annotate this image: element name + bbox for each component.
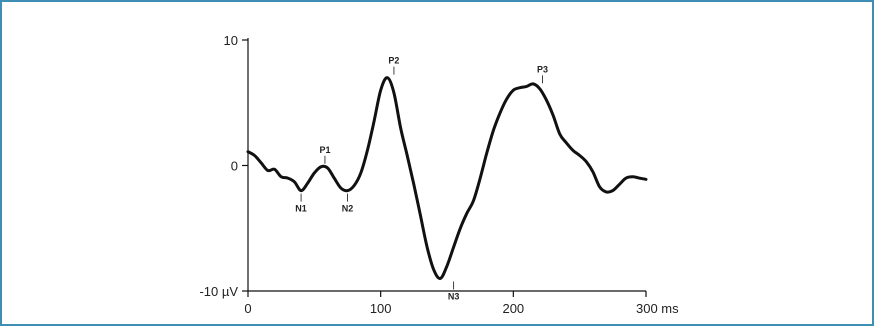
y-tick-label: 0 bbox=[231, 159, 238, 174]
peak-label-p1: P1 bbox=[319, 145, 330, 155]
peak-label-p2: P2 bbox=[388, 56, 399, 66]
y-tick-label: -10 µV bbox=[199, 284, 238, 299]
x-tick-label: 300 ms bbox=[636, 301, 679, 316]
x-tick-label: 200 bbox=[502, 301, 524, 316]
peak-label-n3: N3 bbox=[448, 291, 460, 301]
peak-label-n2: N2 bbox=[342, 204, 354, 214]
erp-trace-line bbox=[246, 76, 648, 280]
peak-label-p3: P3 bbox=[537, 64, 548, 74]
x-tick-label: 0 bbox=[244, 301, 251, 316]
x-tick-label: 100 bbox=[370, 301, 392, 316]
peak-label-n1: N1 bbox=[295, 204, 307, 214]
y-tick-label: 10 bbox=[224, 33, 238, 48]
